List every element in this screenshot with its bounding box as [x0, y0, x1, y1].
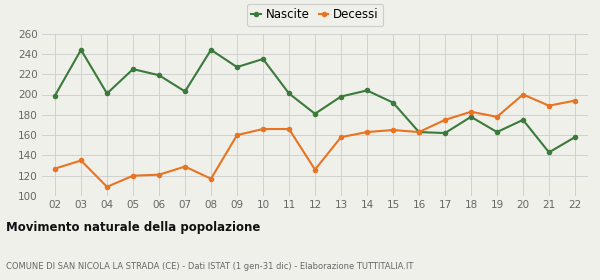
Decessi	[389, 128, 397, 132]
Nascite	[208, 48, 215, 52]
Decessi	[103, 185, 110, 188]
Nascite	[130, 67, 137, 71]
Legend: Nascite, Decessi: Nascite, Decessi	[247, 4, 383, 26]
Decessi	[311, 168, 319, 171]
Nascite	[415, 130, 422, 134]
Decessi	[442, 118, 449, 122]
Decessi	[52, 167, 59, 170]
Decessi	[415, 130, 422, 134]
Nascite	[337, 95, 344, 98]
Decessi	[571, 99, 578, 102]
Decessi	[467, 110, 475, 113]
Text: COMUNE DI SAN NICOLA LA STRADA (CE) - Dati ISTAT (1 gen-31 dic) - Elaborazione T: COMUNE DI SAN NICOLA LA STRADA (CE) - Da…	[6, 262, 413, 271]
Decessi	[364, 130, 371, 134]
Nascite	[52, 94, 59, 97]
Decessi	[545, 104, 553, 107]
Nascite	[311, 112, 319, 115]
Line: Nascite: Nascite	[52, 47, 578, 155]
Nascite	[493, 130, 500, 134]
Nascite	[259, 57, 266, 61]
Decessi	[286, 127, 293, 131]
Nascite	[181, 90, 188, 93]
Decessi	[493, 115, 500, 118]
Decessi	[181, 165, 188, 168]
Decessi	[77, 159, 85, 162]
Nascite	[286, 92, 293, 95]
Decessi	[259, 127, 266, 131]
Decessi	[520, 93, 527, 96]
Nascite	[155, 74, 163, 77]
Nascite	[364, 89, 371, 92]
Decessi	[155, 173, 163, 176]
Text: Movimento naturale della popolazione: Movimento naturale della popolazione	[6, 221, 260, 234]
Nascite	[389, 101, 397, 104]
Decessi	[208, 177, 215, 180]
Nascite	[520, 118, 527, 122]
Nascite	[77, 48, 85, 52]
Decessi	[337, 136, 344, 139]
Nascite	[571, 136, 578, 139]
Nascite	[467, 115, 475, 118]
Decessi	[233, 134, 241, 137]
Nascite	[103, 92, 110, 95]
Nascite	[233, 66, 241, 69]
Nascite	[545, 151, 553, 154]
Decessi	[130, 174, 137, 178]
Nascite	[442, 131, 449, 135]
Line: Decessi: Decessi	[52, 92, 578, 190]
